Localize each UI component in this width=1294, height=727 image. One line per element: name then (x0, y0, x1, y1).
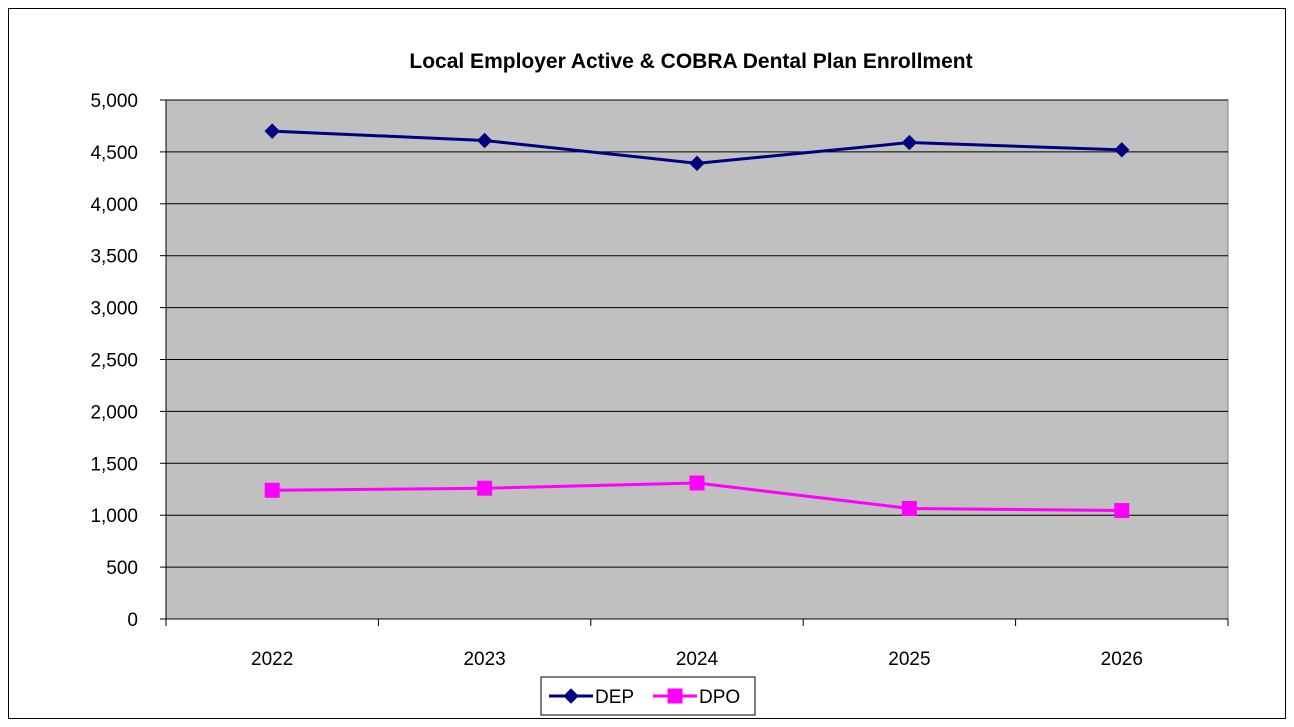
y-tick-label: 3,500 (90, 247, 138, 268)
legend-label-dep: DEP (595, 687, 634, 708)
data-point-dpo (477, 480, 493, 496)
data-point-dpo (1114, 503, 1130, 519)
x-tick-label: 2024 (676, 649, 719, 670)
y-tick-label: 0 (127, 610, 138, 631)
x-tick-label: 2026 (1101, 649, 1143, 670)
data-point-dep (901, 134, 918, 151)
y-tick-label: 3,000 (90, 299, 138, 320)
chart-title: Local Employer Active & COBRA Dental Pla… (409, 50, 972, 73)
legend: DEP DPO (540, 676, 756, 716)
x-tick-label: 2025 (888, 649, 930, 670)
y-tick-label: 4,000 (90, 195, 138, 216)
y-tick-label: 4,500 (90, 143, 138, 164)
y-tick-label: 5,000 (90, 91, 138, 112)
data-point-dpo (264, 482, 280, 498)
data-point-dpo (901, 500, 917, 516)
data-point-dep (476, 132, 493, 149)
x-tick-label: 2022 (251, 649, 293, 670)
y-tick-label: 500 (106, 558, 138, 579)
y-tick-label: 2,500 (90, 351, 138, 372)
data-point-dep (1114, 142, 1130, 158)
data-point-dpo (689, 475, 705, 491)
legend-marker-dpo (667, 688, 683, 704)
data-point-dep (264, 123, 280, 139)
y-tick-label: 1,000 (90, 506, 138, 527)
x-tick-label: 2023 (463, 649, 505, 670)
data-point-dep (689, 155, 705, 172)
legend-label-dpo: DPO (699, 687, 740, 708)
y-tick-label: 1,500 (90, 454, 138, 475)
legend-marker-dep (563, 688, 579, 704)
y-tick-label: 2,000 (90, 402, 138, 423)
